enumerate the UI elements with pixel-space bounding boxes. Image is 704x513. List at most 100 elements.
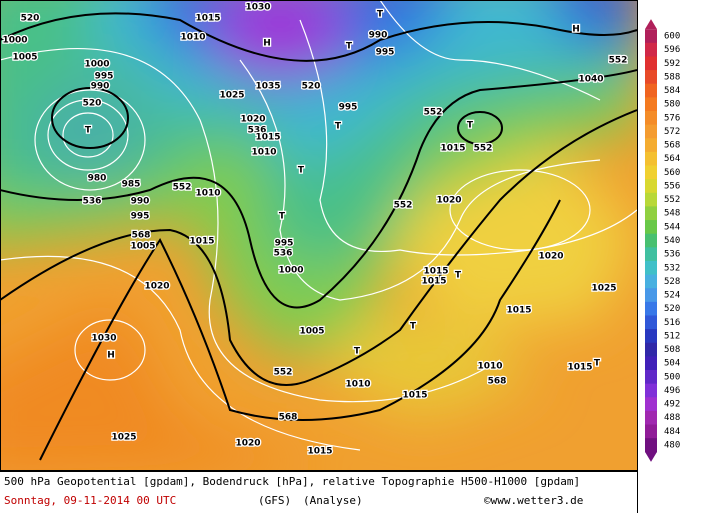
map-label: H: [263, 39, 271, 49]
colorbar-swatch: [645, 356, 657, 371]
map-label: 1015: [255, 133, 280, 143]
map-label: 536: [83, 197, 102, 207]
map-label: 1015: [440, 144, 465, 154]
map-label: 552: [274, 368, 293, 378]
map-label: 552: [609, 56, 628, 66]
map-label: 1010: [195, 189, 220, 199]
map-label: H: [572, 25, 580, 35]
map-label: 1015: [421, 277, 446, 287]
map-label: 1025: [219, 91, 244, 101]
colorbar-label: 564: [664, 154, 680, 164]
colorbar-label: 548: [664, 209, 680, 219]
map-labels: 520100010051000995990520T980536985990995…: [1, 1, 628, 458]
colorbar-label: 588: [664, 72, 680, 82]
map-label: 568: [488, 377, 507, 387]
colorbar-label: 492: [664, 400, 680, 410]
map-label: 1010: [477, 362, 502, 372]
map-label: 1005: [12, 53, 37, 63]
colorbar-label: 600: [664, 32, 680, 42]
map-label: T: [467, 121, 474, 131]
map-label: 1000: [84, 60, 109, 70]
colorbar-swatch: [645, 301, 657, 316]
colorbar-swatch: [645, 110, 657, 126]
map-label: 568: [279, 413, 298, 423]
map-label: 568: [132, 231, 151, 241]
footer-credit: ©www.wetter3.de: [484, 494, 583, 507]
map-label: T: [85, 126, 92, 136]
map-label: T: [455, 271, 462, 281]
map-label: 990: [91, 82, 110, 92]
map-label: 1020: [240, 115, 265, 125]
map-label: T: [298, 166, 305, 176]
map-label: 990: [131, 197, 150, 207]
map-label: 995: [131, 212, 150, 222]
map-label: 980: [88, 174, 107, 184]
map-label: T: [354, 347, 361, 357]
map-label: T: [346, 42, 353, 52]
colorbar-swatch: [645, 165, 657, 180]
map-label: 1015: [195, 14, 220, 24]
colorbar-swatch: [645, 260, 657, 276]
colorbar-label: 572: [664, 127, 680, 137]
colorbar-label: 480: [664, 441, 680, 451]
map-label: 1015: [189, 237, 214, 247]
map-label: 1020: [235, 439, 260, 449]
map-label: 995: [275, 239, 294, 249]
colorbar-label: 544: [664, 222, 680, 232]
colorbar-label: 556: [664, 181, 680, 191]
colorbar-label: 536: [664, 250, 680, 260]
colorbar-swatch: [645, 424, 657, 439]
map-label: 1030: [245, 3, 270, 13]
map-label: 552: [424, 108, 443, 118]
colorbar-swatch: [645, 179, 657, 194]
colorbar-top: [645, 19, 657, 30]
map-label: 1000: [278, 266, 303, 276]
colorbar-swatch: [645, 329, 657, 344]
colorbar-label: 568: [664, 141, 680, 151]
colorbar-label: 560: [664, 168, 680, 178]
map-label: T: [594, 359, 601, 369]
map-label: 1010: [251, 148, 276, 158]
map-label: 1010: [345, 380, 370, 390]
colorbar-swatch: [645, 383, 657, 398]
map-label: 1015: [423, 267, 448, 277]
map-label: T: [410, 322, 417, 332]
map-label: 552: [394, 201, 413, 211]
map-label: 1040: [578, 75, 603, 85]
map-label: 1005: [299, 327, 324, 337]
colorbar-swatch: [645, 288, 657, 303]
map-label: 1000: [2, 36, 27, 46]
colorbar-swatch: [645, 192, 657, 207]
footer-run: (Analyse): [303, 494, 363, 507]
map-label: 520: [302, 82, 321, 92]
colorbar-swatch: [645, 97, 657, 112]
map-label: 520: [21, 14, 40, 24]
colorbar-swatch: [645, 29, 657, 44]
colorbar-label: 532: [664, 263, 680, 273]
colorbar-label: 584: [664, 86, 680, 96]
isobars: [1, 1, 637, 451]
colorbar-swatch: [645, 247, 657, 262]
colorbar-label: 540: [664, 236, 680, 246]
footer-model: (GFS): [258, 494, 291, 507]
map-label: 552: [474, 144, 493, 154]
colorbar-label: 488: [664, 413, 680, 423]
map-label: 552: [173, 183, 192, 193]
colorbar-swatch: [645, 70, 657, 85]
colorbar-label: 484: [664, 427, 680, 437]
colorbar-swatch: [645, 124, 657, 139]
colorbar-swatch: [645, 42, 657, 57]
colorbar-swatch: [645, 438, 657, 453]
geopotential-lines: [1, 12, 637, 461]
colorbar-swatch: [645, 138, 657, 153]
map-label: 1010: [180, 33, 205, 43]
colorbar-swatch: [645, 342, 657, 357]
map-label: H: [107, 351, 115, 361]
colorbar-bottom: [645, 451, 657, 462]
map-label: 1020: [144, 282, 169, 292]
colorbar-swatch: [645, 315, 657, 330]
colorbar: 600 596 592 588 584 580 576 572 568 564 560 556 552 5…: [645, 19, 680, 462]
colorbar-label: 512: [664, 331, 680, 341]
map-label: T: [279, 212, 286, 222]
